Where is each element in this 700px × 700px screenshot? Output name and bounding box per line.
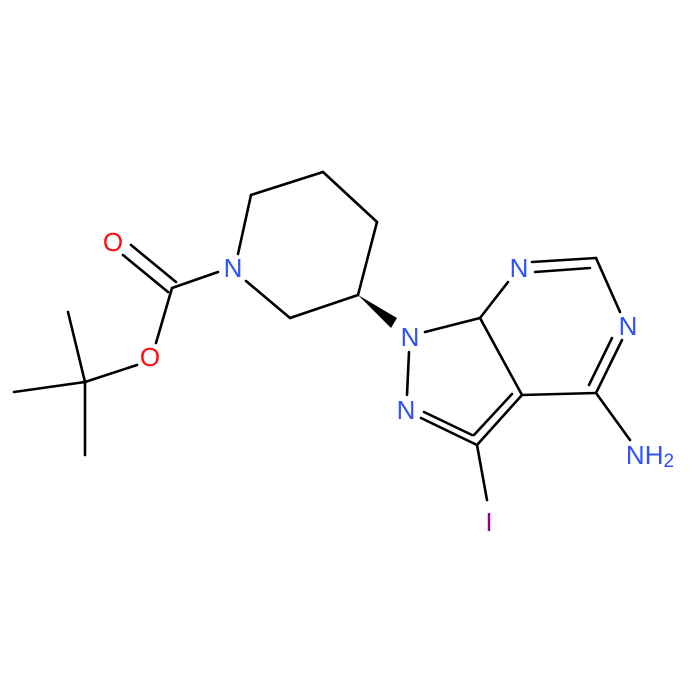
atom-label: N (619, 311, 638, 341)
atom-label: I (485, 507, 492, 537)
atom-label: N (401, 322, 420, 352)
bonds (12, 170, 632, 502)
atom-label-main: NH (626, 440, 664, 470)
atom-label: O (140, 342, 160, 372)
atom-label-subscript: 2 (663, 451, 674, 472)
atom-label: N (224, 253, 243, 283)
atom-label: O (103, 227, 123, 257)
atom-label: N (510, 253, 529, 283)
atom-label: N (397, 395, 416, 425)
atom-label: NH2 (626, 440, 674, 472)
